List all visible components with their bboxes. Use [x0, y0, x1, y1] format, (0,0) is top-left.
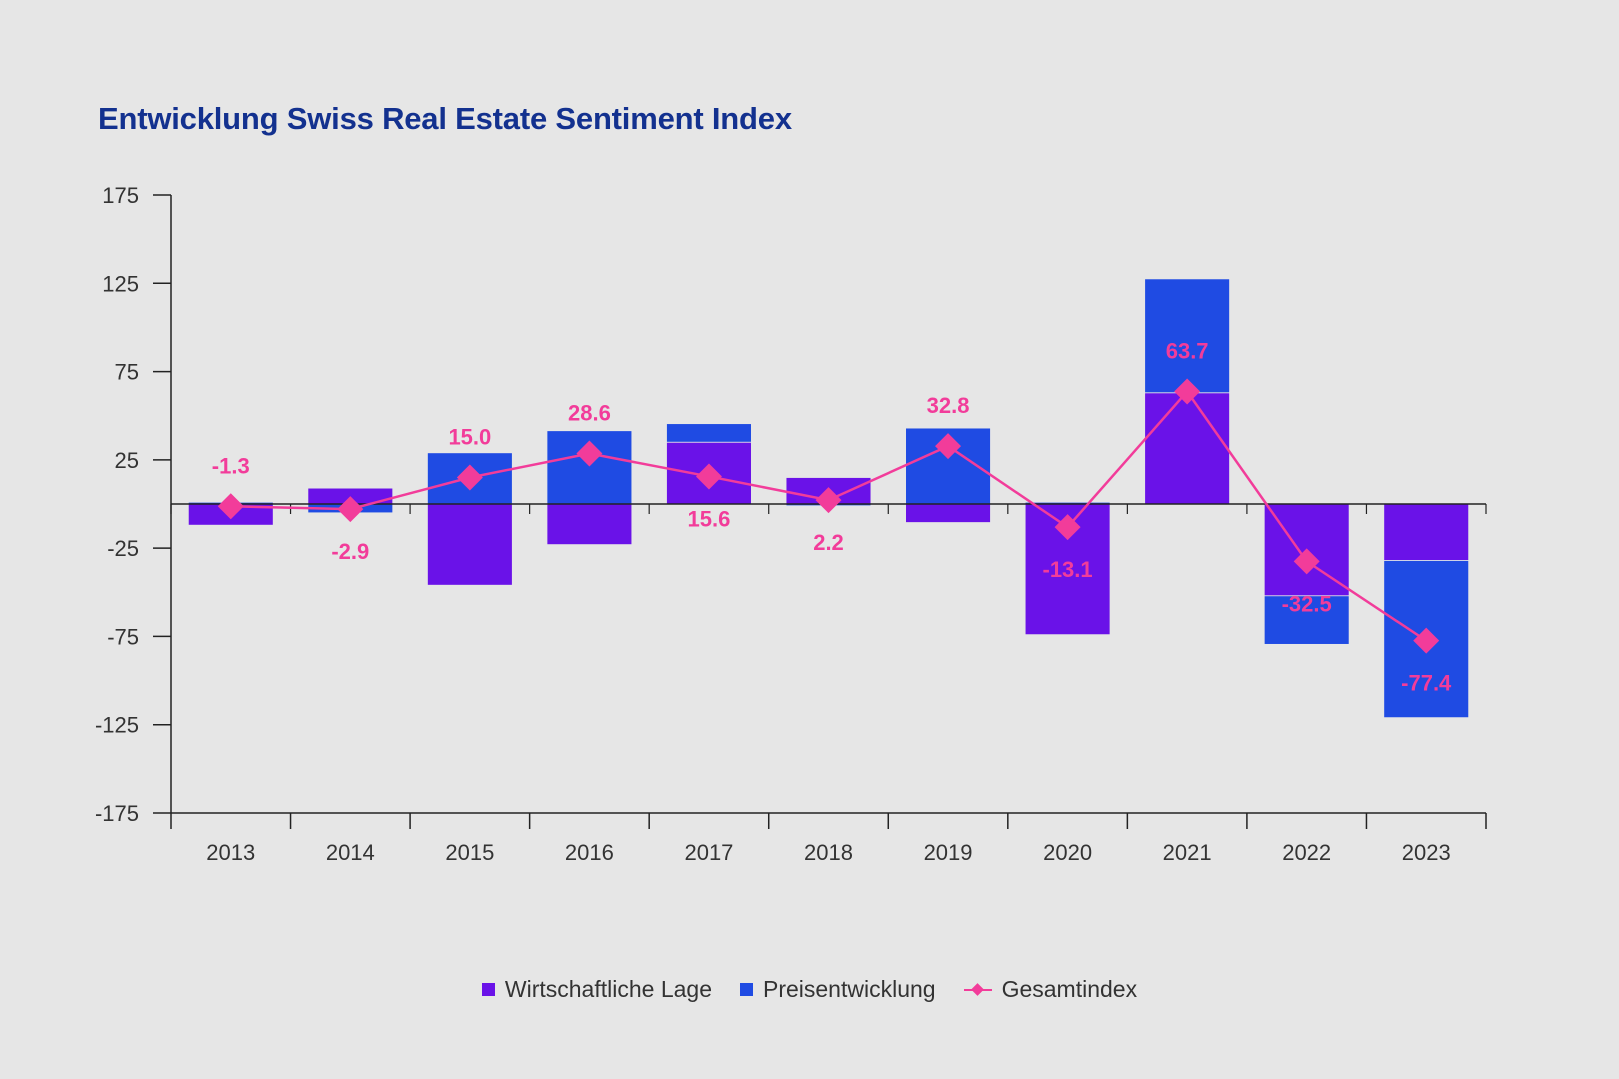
bar-wirtschaftliche-lage [905, 503, 991, 523]
x-tick-label: 2020 [1043, 840, 1092, 865]
chart-title: Entwicklung Swiss Real Estate Sentiment … [98, 101, 792, 136]
bar-preisentwicklung [1144, 278, 1230, 394]
x-tick-label: 2018 [804, 840, 853, 865]
gesamtindex-data-label: 15.6 [688, 506, 731, 531]
gesamtindex-line [230, 389, 1427, 642]
x-tick-label: 2023 [1402, 840, 1451, 865]
y-tick-label: -75 [107, 624, 139, 649]
x-tick-label: 2015 [445, 840, 494, 865]
gesamtindex-marker [695, 463, 722, 490]
y-tick-label: -25 [107, 536, 139, 561]
legend: Wirtschaftliche Lage Preisentwicklung Ge… [0, 976, 1619, 1003]
bar-preisentwicklung [1263, 595, 1350, 645]
gesamtindex-data-label: -13.1 [1043, 557, 1093, 582]
gesamtindex-marker [1174, 378, 1201, 405]
bar-preisentwicklung [666, 423, 752, 443]
gesamtindex-data-label: -77.4 [1401, 671, 1452, 696]
y-tick-label: 125 [102, 271, 139, 296]
gesamtindex-marker [456, 464, 483, 491]
gesamtindex-marker [1054, 514, 1081, 541]
gesamtindex-data-label: -2.9 [331, 539, 369, 564]
legend-line-marker-icon [963, 983, 992, 997]
gesamtindex-data-label: 15.0 [448, 425, 491, 450]
gesamtindex-data-label: 28.6 [568, 401, 611, 426]
x-tick-label: 2016 [565, 840, 614, 865]
x-tick-label: 2022 [1282, 840, 1331, 865]
gesamtindex-marker [935, 433, 962, 460]
bar-wirtschaftliche-lage [1383, 503, 1470, 561]
gesamtindex-marker [337, 496, 364, 523]
bar-wirtschaftliche-lage [1144, 392, 1230, 505]
gesamtindex-data-label: 2.2 [813, 530, 844, 555]
legend-label: Wirtschaftliche Lage [504, 976, 712, 1002]
y-tick-label: -125 [95, 713, 139, 738]
bar-wirtschaftliche-lage [546, 503, 633, 546]
legend-swatch-preisentwicklung [739, 983, 753, 996]
legend-item-gesamtindex[interactable]: Gesamtindex [963, 976, 1138, 1003]
y-tick-label: 175 [102, 183, 139, 208]
x-tick-label: 2017 [684, 840, 733, 865]
legend-item-preisentwicklung[interactable]: Preisentwicklung [739, 976, 936, 1003]
gesamtindex-marker [217, 493, 244, 520]
y-tick-label: 25 [115, 448, 139, 473]
x-tick-label: 2014 [326, 840, 375, 865]
legend-swatch-wirtschaftliche-lage [481, 983, 495, 996]
legend-label: Preisentwicklung [762, 976, 936, 1002]
y-tick-label: 75 [115, 360, 139, 385]
gesamtindex-marker [815, 487, 842, 514]
gesamtindex-data-label: 32.8 [927, 393, 970, 418]
y-tick-label: -175 [95, 801, 139, 826]
bar-wirtschaftliche-lage [427, 503, 513, 586]
gesamtindex-data-label: -1.3 [212, 453, 250, 478]
x-tick-label: 2013 [206, 840, 255, 865]
gesamtindex-data-label: 63.7 [1166, 339, 1209, 364]
gesamtindex-marker [576, 440, 603, 467]
gesamtindex-data-label: -32.5 [1282, 591, 1332, 616]
gesamtindex-marker [1293, 548, 1320, 575]
x-tick-label: 2021 [1163, 840, 1212, 865]
legend-item-wirtschaftliche-lage[interactable]: Wirtschaftliche Lage [481, 976, 712, 1003]
legend-label: Gesamtindex [1001, 976, 1138, 1002]
gesamtindex-marker [1413, 627, 1440, 654]
x-tick-label: 2019 [924, 840, 973, 865]
